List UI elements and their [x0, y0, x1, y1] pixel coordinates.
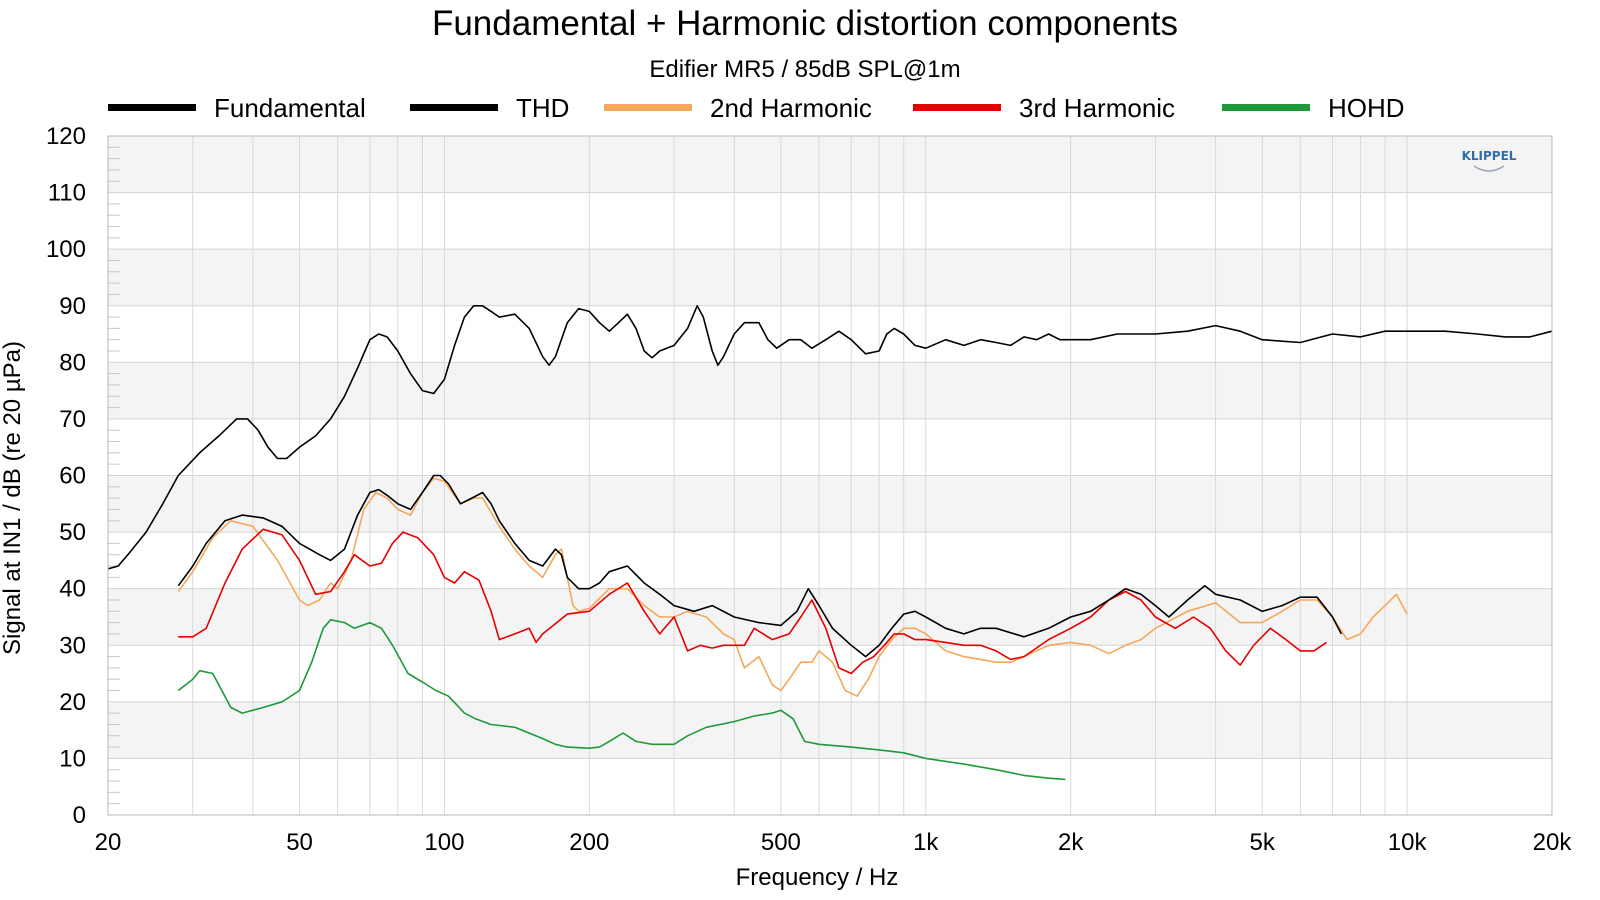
- logo-text: KLIPPEL: [1462, 149, 1517, 163]
- y-tick-label: 100: [46, 236, 86, 263]
- plot-band: [108, 249, 1552, 306]
- x-axis-ticks: 20 50 100 200 500 1k 2k 5k 10k 20k: [95, 829, 1573, 856]
- logo-swoosh-icon: [1473, 165, 1505, 172]
- x-tick-label: 20: [95, 829, 122, 856]
- legend-swatch: [913, 104, 1001, 111]
- klippel-logo: KLIPPEL: [1462, 149, 1517, 172]
- y-axis-label: Signal at IN1 / dB (re 20 µPa): [0, 341, 26, 655]
- legend-swatch: [108, 104, 196, 111]
- plot-band: [108, 192, 1552, 250]
- x-tick-label: 100: [424, 829, 464, 856]
- series-line-3rd-harmonic: [178, 528, 1327, 675]
- plot-band: [108, 362, 1552, 419]
- series-group: [107, 305, 1553, 781]
- plot-band: [108, 588, 1552, 646]
- y-tick-label: 10: [59, 745, 86, 772]
- legend-label: Fundamental: [214, 93, 366, 123]
- y-tick-label: 50: [59, 519, 86, 546]
- x-tick-label: 50: [286, 829, 313, 856]
- plot-band: [108, 136, 1552, 193]
- plot-frame: [107, 135, 1553, 816]
- legend-label: 2nd Harmonic: [710, 93, 872, 123]
- x-tick-label: 2k: [1058, 829, 1084, 856]
- plot-band: [108, 758, 1552, 815]
- y-axis-ticks: 0 10 20 30 40 50 60 70 80 90 100 110 120: [46, 123, 86, 829]
- plot-band: [108, 418, 1552, 476]
- grid: [107, 135, 1553, 816]
- legend: Fundamental THD 2nd Harmonic 3rd Harmonic HO…: [108, 93, 1405, 123]
- chart-title: Fundamental + Harmonic distortion compon…: [432, 4, 1178, 43]
- series-line-fundamental: [107, 305, 1553, 570]
- plot-band: [108, 701, 1552, 759]
- plot-band: [108, 532, 1552, 589]
- y-tick-label: 110: [48, 180, 86, 207]
- y-tick-label: 120: [46, 123, 86, 150]
- legend-swatch: [604, 104, 692, 111]
- plot-band: [108, 475, 1552, 533]
- series-line-hohd: [177, 619, 1066, 781]
- plot-background: [108, 136, 1552, 815]
- chart-subtitle: Edifier MR5 / 85dB SPL@1m: [649, 56, 960, 83]
- x-tick-label: 20k: [1533, 829, 1573, 856]
- x-tick-label: 1k: [913, 829, 939, 856]
- x-tick-label: 200: [569, 829, 609, 856]
- plot-band: [108, 305, 1552, 363]
- legend-label: THD: [516, 93, 569, 123]
- y-tick-label: 0: [73, 802, 86, 829]
- legend-label: HOHD: [1328, 93, 1405, 123]
- legend-label: 3rd Harmonic: [1019, 93, 1175, 123]
- y-tick-label: 80: [59, 349, 86, 376]
- x-axis-label: Frequency / Hz: [736, 864, 899, 891]
- y-tick-label: 70: [59, 406, 86, 433]
- y-tick-label: 90: [59, 293, 86, 320]
- x-tick-label: 10k: [1388, 829, 1428, 856]
- y-tick-label: 60: [59, 463, 86, 490]
- legend-swatch: [1222, 104, 1310, 111]
- legend-swatch: [410, 104, 498, 111]
- y-tick-label: 40: [59, 576, 86, 603]
- series-line-2nd-harmonic: [177, 477, 1408, 697]
- x-tick-label: 500: [761, 829, 801, 856]
- x-tick-label: 5k: [1250, 829, 1276, 856]
- y-tick-label: 20: [59, 689, 86, 716]
- plot-band: [108, 645, 1552, 702]
- y-tick-label: 30: [59, 632, 86, 659]
- series-line-thd: [177, 474, 1343, 658]
